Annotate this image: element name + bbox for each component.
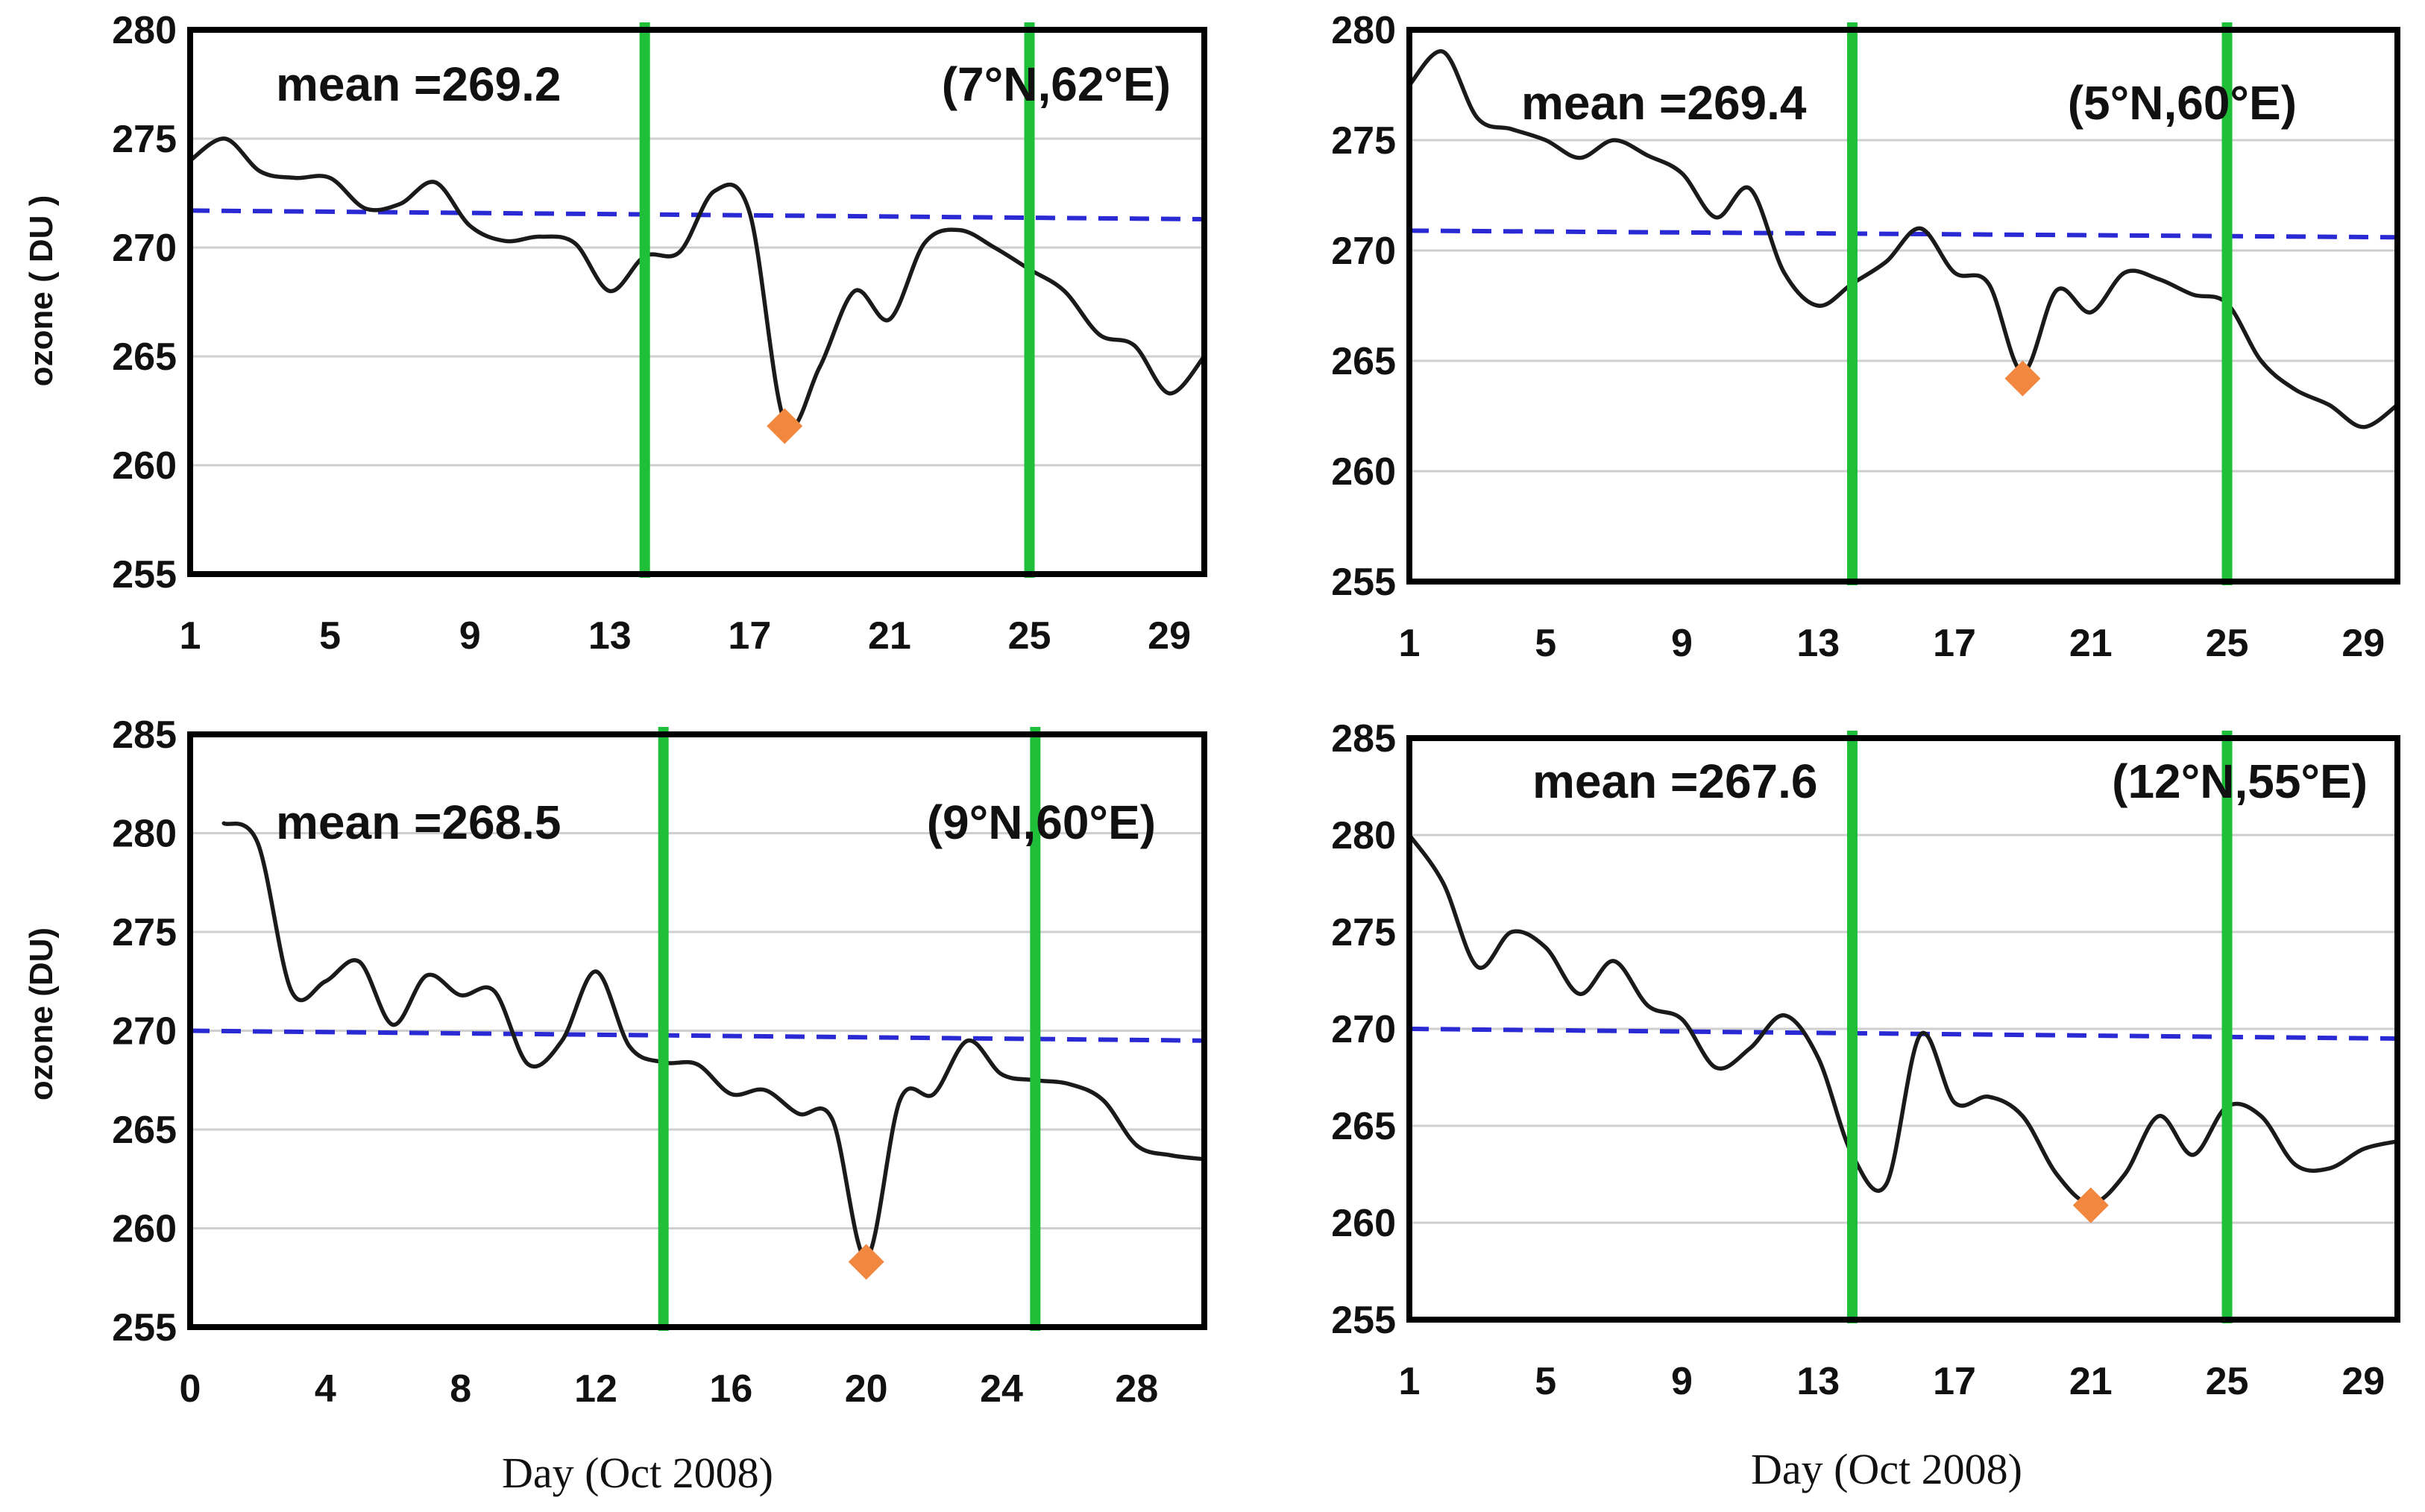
panel-top-right: 255 260 265 270 275 280 1 5 9 13 17 21 25 29 mean =26… [1331, 9, 2400, 665]
x-tick-label: 1 [180, 614, 201, 658]
y-tick-label: 280 [1331, 9, 1396, 52]
x-tick-label: 21 [2069, 1360, 2113, 1403]
x-tick-label: 8 [450, 1367, 471, 1411]
location-label: (9°N,60°E) [927, 796, 1156, 849]
y-tick-label: 275 [112, 911, 177, 954]
plot-frame [187, 731, 1207, 1330]
y-tick-label: 275 [1331, 911, 1396, 954]
y-tick-label: 255 [112, 1306, 177, 1349]
x-tick-label: 13 [1796, 1360, 1840, 1403]
x-tick-label: 9 [1671, 622, 1693, 665]
y-tick-label: 265 [1331, 1105, 1396, 1148]
x-tick-label: 21 [868, 614, 911, 658]
y-tick-label: 285 [112, 714, 177, 757]
x-tick-label: 25 [1008, 614, 1051, 658]
x-tick-label: 4 [315, 1367, 336, 1411]
location-label: (12°N,55°E) [2112, 755, 2368, 808]
location-label: (7°N,62°E) [942, 57, 1171, 111]
x-tick-label: 28 [1115, 1367, 1158, 1411]
minimum-marker [2004, 360, 2041, 397]
y-tick-label: 255 [1331, 1299, 1396, 1342]
plot-frame [187, 27, 1207, 577]
x-tick-label: 16 [709, 1367, 752, 1411]
y-tick-label: 260 [1331, 1202, 1396, 1245]
y-tick-label: 275 [112, 118, 177, 161]
x-tick-label: 9 [1671, 1360, 1693, 1403]
mean-label: mean =268.5 [276, 796, 562, 849]
mean-label: mean =269.2 [276, 57, 562, 111]
x-tick-label: 5 [319, 614, 341, 658]
y-tick-label: 255 [112, 553, 177, 596]
y-tick-label: 280 [112, 9, 177, 52]
mean-line [1409, 1027, 2398, 1041]
mean-label: mean =267.6 [1532, 755, 1818, 808]
plot-frame [1406, 735, 2400, 1323]
location-label: (5°N,60°E) [2068, 76, 2297, 130]
y-tick-label: 270 [1331, 1008, 1396, 1051]
y-tick-label: 265 [1331, 340, 1396, 383]
y-axis-label: ozone (DU) [23, 927, 60, 1100]
x-tick-label: 29 [2341, 1360, 2385, 1403]
ozone-series-line [1407, 833, 2400, 1206]
ozone-series-line [221, 821, 1207, 1261]
x-tick-label: 17 [728, 614, 771, 658]
mean-label: mean =269.4 [1521, 76, 1807, 130]
x-tick-label: 25 [2206, 622, 2249, 665]
mean-line [1409, 228, 2398, 240]
mean-line [189, 1028, 1205, 1043]
x-tick-label: 21 [2069, 622, 2113, 665]
y-tick-label: 270 [112, 227, 177, 270]
y-tick-label: 255 [1331, 561, 1396, 604]
x-tick-label: 0 [180, 1367, 201, 1411]
minimum-marker [2072, 1187, 2109, 1223]
panel-top-left: ozone ( DU ) 255 260 265 270 275 280 1 5 9 13 17 21… [23, 9, 1207, 658]
x-axis-label: Day (Oct 2008) [1751, 1445, 2022, 1493]
x-tick-label: 12 [574, 1367, 617, 1411]
y-tick-label: 270 [1331, 230, 1396, 273]
x-tick-label: 1 [1399, 622, 1421, 665]
y-tick-label: 260 [112, 1208, 177, 1251]
plot-frame [1406, 27, 2400, 585]
x-tick-label: 13 [588, 614, 632, 658]
x-tick-label: 9 [459, 614, 481, 658]
plot-area: 255 260 265 270 275 280 1 5 9 13 17 21 25 29 [1331, 9, 2400, 665]
x-tick-label: 13 [1796, 622, 1840, 665]
x-tick-label: 17 [1933, 1360, 1976, 1403]
x-tick-label: 29 [1148, 614, 1191, 658]
x-tick-label: 1 [1399, 1360, 1421, 1403]
plot-area: 255 260 265 270 275 280 285 0 4 8 12 16 20 24 28 [112, 714, 1207, 1411]
y-tick-label: 260 [112, 444, 177, 488]
x-tick-label: 20 [845, 1367, 888, 1411]
minimum-marker [767, 408, 803, 444]
ozone-series-line [188, 136, 1207, 430]
y-tick-label: 270 [112, 1010, 177, 1053]
y-tick-label: 265 [112, 336, 177, 379]
x-tick-label: 5 [1535, 622, 1556, 665]
y-axis-label: ozone ( DU ) [23, 195, 60, 387]
y-tick-label: 280 [112, 813, 177, 856]
panel-bottom-right: 255 260 265 270 275 280 285 1 5 9 13 17 21 25 29 mean … [1331, 717, 2400, 1493]
y-tick-label: 260 [1331, 450, 1396, 494]
y-tick-label: 280 [1331, 814, 1396, 857]
minimum-marker [848, 1244, 884, 1280]
x-tick-label: 24 [980, 1367, 1023, 1411]
x-tick-label: 5 [1535, 1360, 1556, 1403]
x-tick-label: 29 [2341, 622, 2385, 665]
plot-area: 255 260 265 270 275 280 1 5 9 13 17 21 25 29 [112, 9, 1207, 658]
y-tick-label: 285 [1331, 717, 1396, 760]
x-tick-label: 17 [1933, 622, 1976, 665]
y-tick-label: 265 [112, 1109, 177, 1152]
plot-area: 255 260 265 270 275 280 285 1 5 9 13 17 21 25 29 [1331, 717, 2400, 1403]
x-tick-label: 25 [2206, 1360, 2249, 1403]
y-tick-label: 275 [1331, 119, 1396, 163]
x-axis-label: Day (Oct 2008) [502, 1449, 773, 1497]
